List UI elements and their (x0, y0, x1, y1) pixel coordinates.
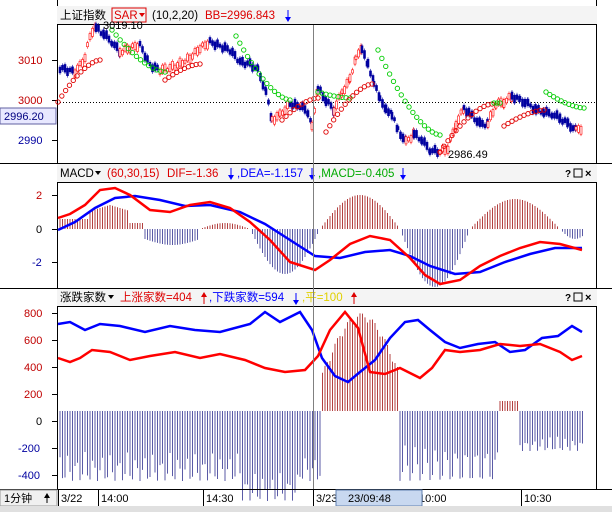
current-price-box (0, 107, 57, 125)
breadth-tick: 0 (36, 416, 42, 428)
time-label: 3/23 (316, 493, 337, 505)
time-label: 10:30 (524, 493, 552, 505)
macd-panel[interactable]: MACD (60,30,15) DIF=-1.36 ,DEA=-1.157 ,M… (32, 164, 597, 287)
macd-tick-2: 2 (36, 190, 42, 202)
low-label: 2986.49 (448, 149, 488, 161)
breadth-tick: -400 (18, 470, 40, 482)
dropdown-arrow-icon (139, 13, 145, 17)
down-arrow-icon (285, 10, 291, 22)
macd-dropdown-icon[interactable] (95, 171, 101, 175)
breadth-tick: 600 (24, 335, 42, 347)
price-panel-header (57, 6, 597, 24)
macd-dif: DIF=-1.36 (167, 168, 218, 180)
macd-dea: ,DEA=-1.157 (237, 168, 303, 180)
y-tick-2990: 2990 (18, 135, 42, 147)
up-arrow-icon (201, 292, 207, 304)
bottom-tab-strip (0, 506, 612, 512)
breadth-histogram (59, 313, 583, 501)
price-candles (58, 21, 583, 159)
dif-line (57, 186, 583, 286)
breadth-tick: 400 (24, 362, 42, 374)
bb-value: BB=2996.843 (205, 10, 275, 22)
sar-dots (55, 27, 587, 155)
dea-line (57, 194, 582, 276)
macd-value: ,MACD=-0.405 (318, 168, 394, 180)
macd-tick-0: 0 (36, 224, 42, 236)
time-label: 14:00 (101, 493, 129, 505)
breadth-panel-controls: ? × (565, 292, 591, 304)
time-label: 10:00 (419, 493, 447, 505)
breadth-flat: ,平=100 (302, 292, 343, 304)
indicator-dropdown[interactable] (111, 7, 147, 23)
macd-down-arrow-icon (400, 168, 406, 180)
breadth-tick: 200 (24, 389, 42, 401)
macd-panel-header (57, 164, 597, 182)
index-title[interactable]: 上证指数 (60, 8, 106, 22)
price-panel[interactable]: 上证指数 SAR (10,2,20) BB=2996.843 3010 3000… (0, 6, 597, 161)
time-label: 14:30 (206, 493, 234, 505)
breadth-tick: 800 (24, 308, 42, 320)
current-price: 2996.20 (4, 111, 44, 123)
high-label: 3019.10 (103, 20, 143, 32)
maximize-icon[interactable] (573, 168, 583, 178)
period-label: 1分钟 (4, 491, 32, 505)
y-tick-3000: 3000 (18, 95, 42, 107)
breadth-down: ,下跌家数=594 (209, 290, 285, 304)
time-label: 3/22 (61, 493, 82, 505)
breadth-tick: -200 (18, 443, 40, 455)
down-count-line (57, 310, 583, 384)
macd-params: (60,30,15) (107, 168, 160, 180)
breadth-panel[interactable]: 涨跌家数 上涨家数=404 ,下跌家数=594 ,平=100 ? × 800 60… (18, 289, 597, 501)
breadth-dropdown-icon[interactable] (108, 295, 114, 299)
macd-panel-controls: ? × (565, 168, 591, 180)
cursor-time: 23/09:48 (348, 493, 391, 505)
breadth-down-arrow-icon (293, 293, 299, 305)
indicator-params: (10,2,20) (152, 10, 198, 22)
breadth-name[interactable]: 涨跌家数 (60, 290, 106, 304)
macd-tick-neg2: -2 (32, 257, 42, 269)
y-tick-3010: 3010 (18, 55, 42, 67)
maximize-icon[interactable] (573, 292, 583, 302)
period-up-arrow-icon (44, 493, 50, 503)
question-icon[interactable]: ? (565, 293, 571, 304)
breadth-up: 上涨家数=404 (120, 290, 193, 304)
question-icon[interactable]: ? (565, 169, 571, 180)
flat-up-arrow-icon (351, 292, 357, 304)
up-count-line (57, 310, 583, 380)
indicator-name: SAR (114, 10, 138, 22)
breadth-panel-header (57, 289, 597, 306)
close-icon[interactable]: × (585, 168, 591, 180)
dif-down-arrow-icon (228, 168, 234, 180)
macd-name[interactable]: MACD (60, 168, 94, 180)
close-icon[interactable]: × (585, 292, 591, 304)
